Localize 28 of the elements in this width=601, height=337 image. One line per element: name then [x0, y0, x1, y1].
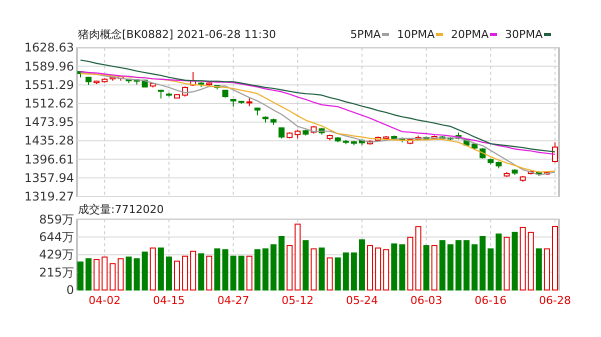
y-tick-label: 1628.63 — [24, 40, 74, 55]
legend-label: 30PMA — [505, 28, 544, 41]
chart-title: 猪肉概念[BK0882] 2021-06-28 11:30 — [78, 28, 276, 41]
y-tick-label: 0 — [66, 283, 74, 297]
y-tick-label: 1319.27 — [24, 190, 74, 204]
x-tick-label: 06-16 — [474, 294, 507, 307]
x-tick-label: 05-12 — [282, 294, 314, 307]
y-tick-label: 1435.28 — [24, 134, 74, 148]
y-tick-label: 1589.96 — [24, 59, 74, 74]
x-tick-label: 04-15 — [152, 294, 185, 307]
legend-label: 10PMA — [397, 28, 436, 41]
chart-title: 成交量:7712020 — [78, 203, 164, 216]
y-tick-label: 859万 — [39, 212, 74, 226]
x-tick-label: 05-24 — [346, 294, 378, 307]
y-tick-label: 429万 — [39, 248, 74, 262]
x-tick-label: 06-03 — [410, 294, 442, 307]
y-tick-label: 1551.29 — [24, 78, 74, 92]
y-tick-label: 1396.61 — [24, 152, 74, 166]
y-tick-label: 644万 — [39, 230, 74, 244]
y-tick-label: 215万 — [39, 265, 74, 280]
y-tick-label: 1357.94 — [24, 170, 74, 185]
legend-label: 5PMA — [350, 28, 382, 41]
x-tick-label: 04-02 — [88, 294, 121, 307]
legend-label: 20PMA — [451, 28, 490, 41]
x-tick-label: 06-28 — [539, 294, 571, 307]
y-tick-label: 1473.95 — [24, 115, 74, 130]
x-tick-label: 04-27 — [217, 294, 250, 307]
y-tick-label: 1512.62 — [24, 96, 74, 110]
